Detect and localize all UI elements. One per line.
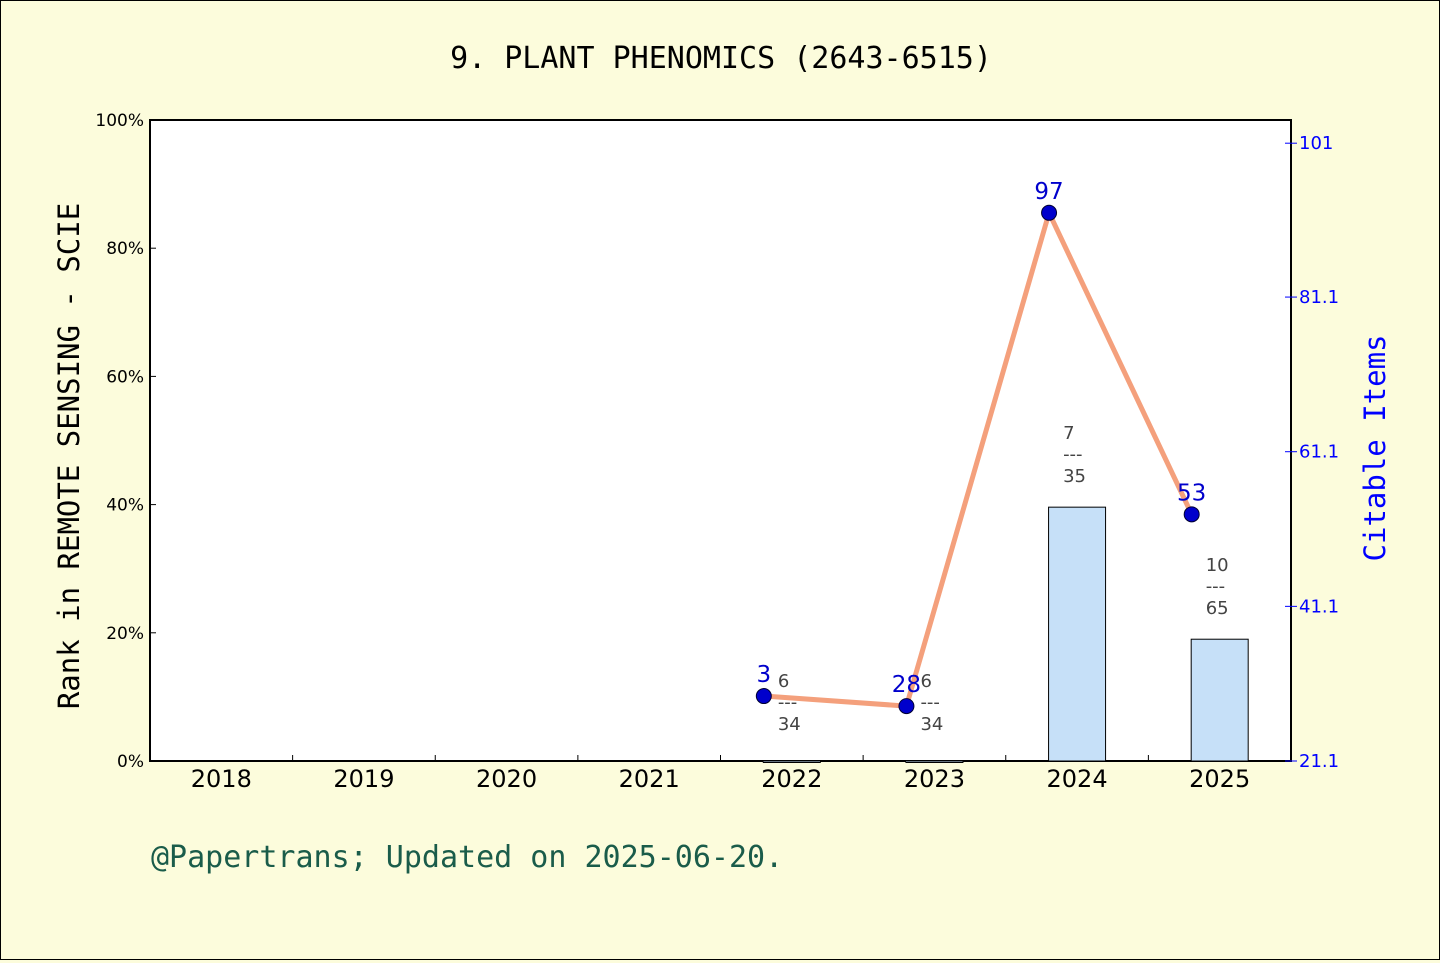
x-tick-label: 2021	[619, 765, 680, 793]
bar-total-label: 65	[1206, 598, 1229, 619]
line-layer: 3 28 97 53	[755, 179, 1206, 715]
bar-rank-separator: ---	[1063, 444, 1083, 465]
plot-area	[149, 119, 1292, 762]
y-axis-title: Rank in REMOTE SENSING - SCIE	[52, 203, 86, 709]
y-tick-label: 80%	[106, 239, 144, 259]
x-tick-label: 2019	[333, 765, 394, 793]
bar-rank-label: 6	[920, 671, 931, 692]
x-axis: 2018 2019 2020 2021 2022 2023 2024 2025	[191, 755, 1250, 793]
y-axis: 0% 20% 40% 60% 80% 100%	[95, 111, 156, 772]
x-tick-label: 2023	[904, 765, 965, 793]
bar-rank-separator: ---	[1206, 576, 1226, 597]
y2-tick-label: 21.1	[1299, 751, 1339, 772]
y-tick-label: 60%	[106, 367, 144, 387]
citable-items-line	[763, 210, 1194, 709]
y-tick-label: 100%	[95, 111, 144, 131]
y2-tick-label: 61.1	[1299, 442, 1339, 463]
bar-rank-separator: ---	[920, 692, 940, 713]
line-value-label: 97	[1034, 179, 1063, 205]
line-value-label: 53	[1177, 480, 1206, 506]
x-tick-label: 2018	[191, 765, 252, 793]
x-tick-label: 2020	[476, 765, 537, 793]
y2-tick-label: 41.1	[1299, 596, 1339, 617]
bar	[1190, 638, 1249, 762]
bar-total-label: 34	[920, 714, 943, 735]
x-tick-label: 2024	[1047, 765, 1108, 793]
y2-axis: 21.1 41.1 61.1 81.1 101	[1285, 133, 1339, 772]
footer-credit: @Papertrans; Updated on 2025-06-20.	[151, 840, 783, 875]
line-marker	[755, 688, 772, 705]
bar	[762, 760, 821, 763]
bar-total-label: 35	[1063, 466, 1086, 487]
line-marker	[1183, 506, 1200, 523]
y2-axis-title: Citable Items	[1358, 335, 1392, 562]
x-tick-label: 2025	[1189, 765, 1250, 793]
y2-tick-label: 101	[1299, 133, 1333, 154]
y2-tick-label: 81.1	[1299, 287, 1339, 308]
bar-rank-label: 6	[778, 671, 789, 692]
y-tick-label: 40%	[106, 496, 144, 516]
line-value-label: 3	[756, 662, 771, 688]
bar-rank-label: 10	[1206, 555, 1229, 576]
chart-title: 9. PLANT PHENOMICS (2643-6515)	[450, 41, 992, 76]
bar-total-label: 34	[778, 714, 801, 735]
x-tick-label: 2022	[761, 765, 822, 793]
line-marker	[1041, 204, 1058, 221]
bar	[905, 760, 964, 763]
line-marker	[898, 698, 915, 715]
bar	[1048, 506, 1107, 762]
bar-rank-label: 7	[1063, 423, 1074, 444]
y-tick-label: 0%	[117, 752, 144, 772]
y-tick-label: 20%	[106, 624, 144, 644]
line-value-label: 28	[892, 672, 921, 698]
